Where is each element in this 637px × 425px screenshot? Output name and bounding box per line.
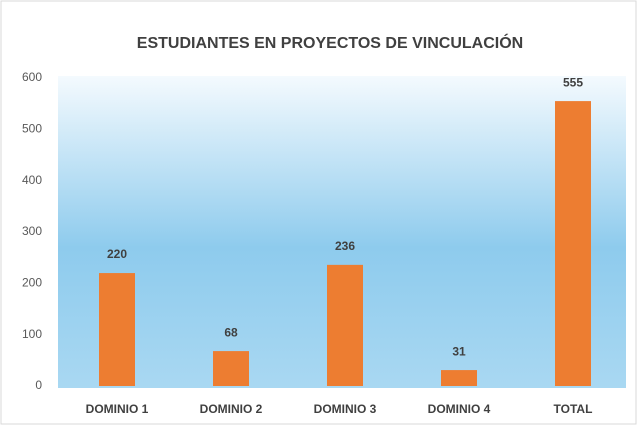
value-label: 31 bbox=[452, 344, 466, 358]
bar bbox=[441, 370, 477, 386]
y-tick-label: 600 bbox=[22, 70, 42, 84]
x-tick-label: DOMINIO 2 bbox=[200, 402, 263, 416]
y-tick-label: 0 bbox=[35, 378, 42, 392]
y-tick-label: 300 bbox=[22, 224, 42, 238]
value-label: 555 bbox=[563, 75, 583, 89]
x-tick-label: DOMINIO 3 bbox=[314, 402, 377, 416]
bar bbox=[99, 273, 135, 386]
value-label: 68 bbox=[224, 325, 238, 339]
y-tick-label: 100 bbox=[22, 327, 42, 341]
y-tick-label: 400 bbox=[22, 173, 42, 187]
value-label: 236 bbox=[335, 239, 355, 253]
chart-title: ESTUDIANTES EN PROYECTOS DE VINCULACIÓN bbox=[137, 33, 523, 52]
x-tick-label: TOTAL bbox=[554, 402, 593, 416]
x-tick-label: DOMINIO 1 bbox=[86, 402, 149, 416]
value-label: 220 bbox=[107, 247, 127, 261]
x-tick-label: DOMINIO 4 bbox=[428, 402, 491, 416]
bar bbox=[555, 101, 591, 386]
y-tick-label: 200 bbox=[22, 276, 42, 290]
bar bbox=[327, 264, 363, 386]
y-tick-label: 500 bbox=[22, 122, 42, 136]
bar bbox=[213, 351, 249, 386]
